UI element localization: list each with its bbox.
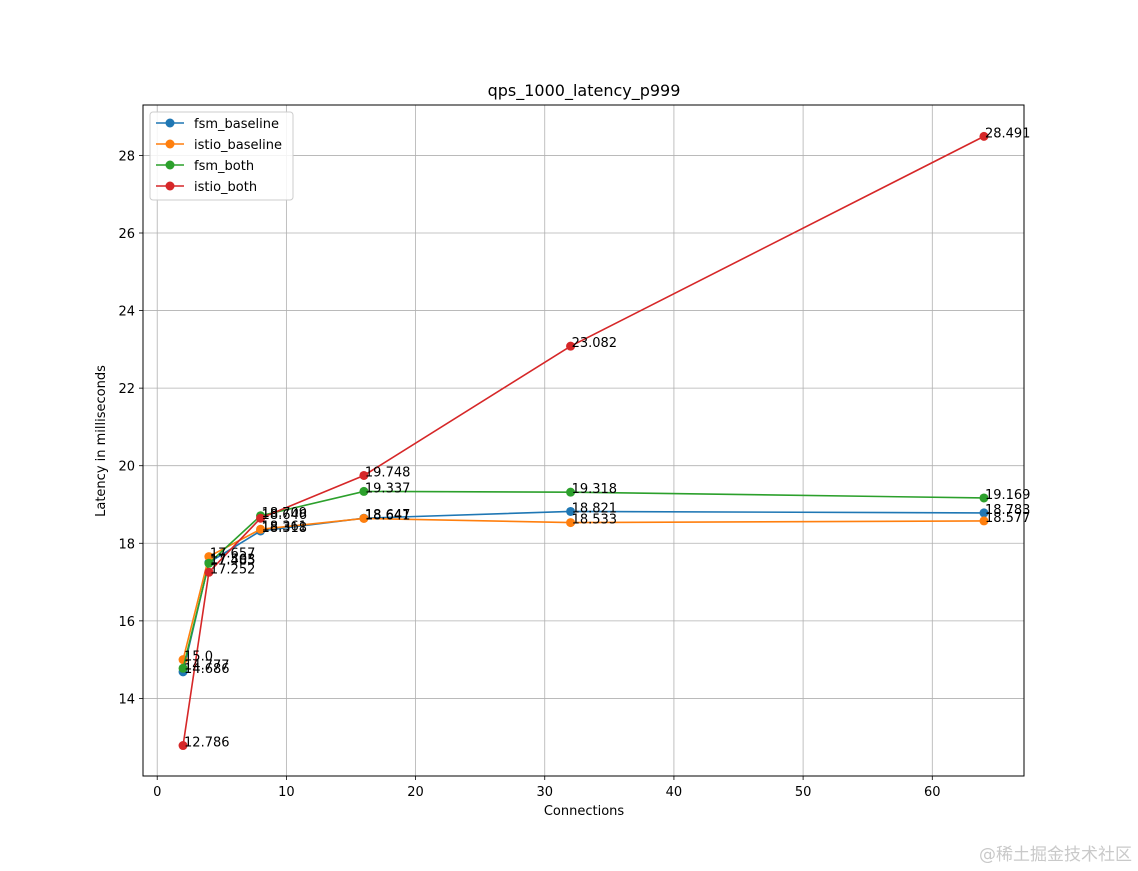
legend-marker (165, 118, 175, 128)
grid-lines (143, 105, 1024, 776)
data-point (979, 516, 989, 526)
data-point (204, 552, 214, 562)
watermark-text: @稀土掘金技术社区 (979, 845, 1132, 865)
data-point (359, 486, 369, 496)
legend-label: fsm_both (194, 159, 254, 174)
data-point (256, 524, 266, 534)
data-label: 18.647 (365, 508, 411, 523)
data-label: 19.748 (365, 465, 411, 480)
data-label: 17.503 (210, 553, 256, 568)
x-tick-label: 60 (924, 785, 941, 800)
legend-item: fsm_baseline (156, 117, 279, 132)
data-label: 18.783 (985, 503, 1031, 518)
legend-marker (165, 160, 175, 170)
x-tick-label: 0 (153, 785, 161, 800)
axis-ticks: 0 10 20 30 40 50 60 14 16 18 20 22 24 26 28 (118, 149, 940, 800)
data-point (204, 567, 214, 577)
data-label: 18.577 (985, 511, 1031, 526)
x-tick-label: 30 (536, 785, 553, 800)
data-label: 14.686 (184, 662, 230, 677)
legend-item: istio_both (156, 180, 257, 195)
axes-frame (142, 104, 1025, 777)
legend-marker (165, 181, 175, 191)
x-tick-label: 50 (795, 785, 812, 800)
x-tick-label: 40 (666, 785, 683, 800)
legend-box (149, 111, 294, 201)
x-axis-label: Connections (544, 804, 625, 819)
legend-label: fsm_baseline (194, 117, 279, 132)
data-point (566, 487, 576, 497)
data-label: 17.485 (210, 553, 256, 568)
data-label: 18.361 (262, 519, 308, 534)
x-tick-label: 10 (278, 785, 295, 800)
series-line (182, 490, 984, 669)
series-istio-both (178, 131, 989, 751)
data-label: 19.169 (985, 488, 1031, 503)
legend-item: istio_baseline (156, 138, 282, 153)
data-point (178, 741, 188, 751)
data-point (566, 518, 576, 528)
data-label: 19.337 (365, 481, 411, 496)
data-label: 18.641 (365, 508, 411, 523)
legend-item: fsm_both (156, 159, 254, 174)
x-tick-label: 20 (407, 785, 424, 800)
data-point (256, 513, 266, 523)
data-point (979, 131, 989, 141)
y-tick-label: 14 (118, 692, 135, 707)
data-point (566, 341, 576, 351)
y-tick-label: 20 (118, 460, 135, 475)
data-label: 18.821 (572, 501, 618, 516)
data-label: 28.491 (985, 126, 1031, 141)
legend: fsm_baseline istio_baseline fsm_both istio_… (149, 111, 294, 201)
data-label: 23.082 (572, 336, 618, 351)
series-line (182, 135, 985, 746)
data-label: 14.777 (184, 658, 230, 673)
legend-label: istio_baseline (194, 138, 282, 153)
data-label: 19.318 (572, 482, 618, 497)
data-point (359, 513, 369, 523)
data-label: 12.786 (184, 736, 230, 751)
chart-title: qps_1000_latency_p999 (488, 81, 681, 101)
data-point (979, 493, 989, 503)
y-tick-label: 16 (118, 615, 135, 630)
data-label: 17.252 (210, 562, 256, 577)
y-tick-label: 22 (118, 382, 135, 397)
data-point (204, 558, 214, 568)
data-point (566, 506, 576, 516)
y-tick-label: 28 (118, 149, 135, 164)
data-label: 15.0 (184, 650, 213, 665)
data-label: 18.318 (262, 521, 308, 536)
legend-label: istio_both (194, 180, 257, 195)
series-line (182, 517, 984, 660)
series-group (178, 131, 989, 751)
data-labels: 14.686 17.503 18.318 18.647 18.821 18.783 15.0… (184, 126, 1030, 750)
data-label: 17.657 (210, 547, 256, 562)
data-point (359, 470, 369, 480)
y-tick-label: 18 (118, 537, 135, 552)
data-label: 18.646 (262, 508, 308, 523)
series-fsm-both (178, 486, 989, 673)
legend-marker (165, 139, 175, 149)
series-istio-baseline (178, 513, 989, 665)
data-point (979, 508, 989, 518)
data-label: 18.709 (262, 506, 308, 521)
y-axis-label: Latency in milliseconds (94, 365, 109, 517)
data-point (178, 663, 188, 673)
y-tick-label: 26 (118, 227, 135, 242)
y-tick-label: 24 (118, 305, 135, 320)
data-label: 18.533 (572, 513, 618, 528)
